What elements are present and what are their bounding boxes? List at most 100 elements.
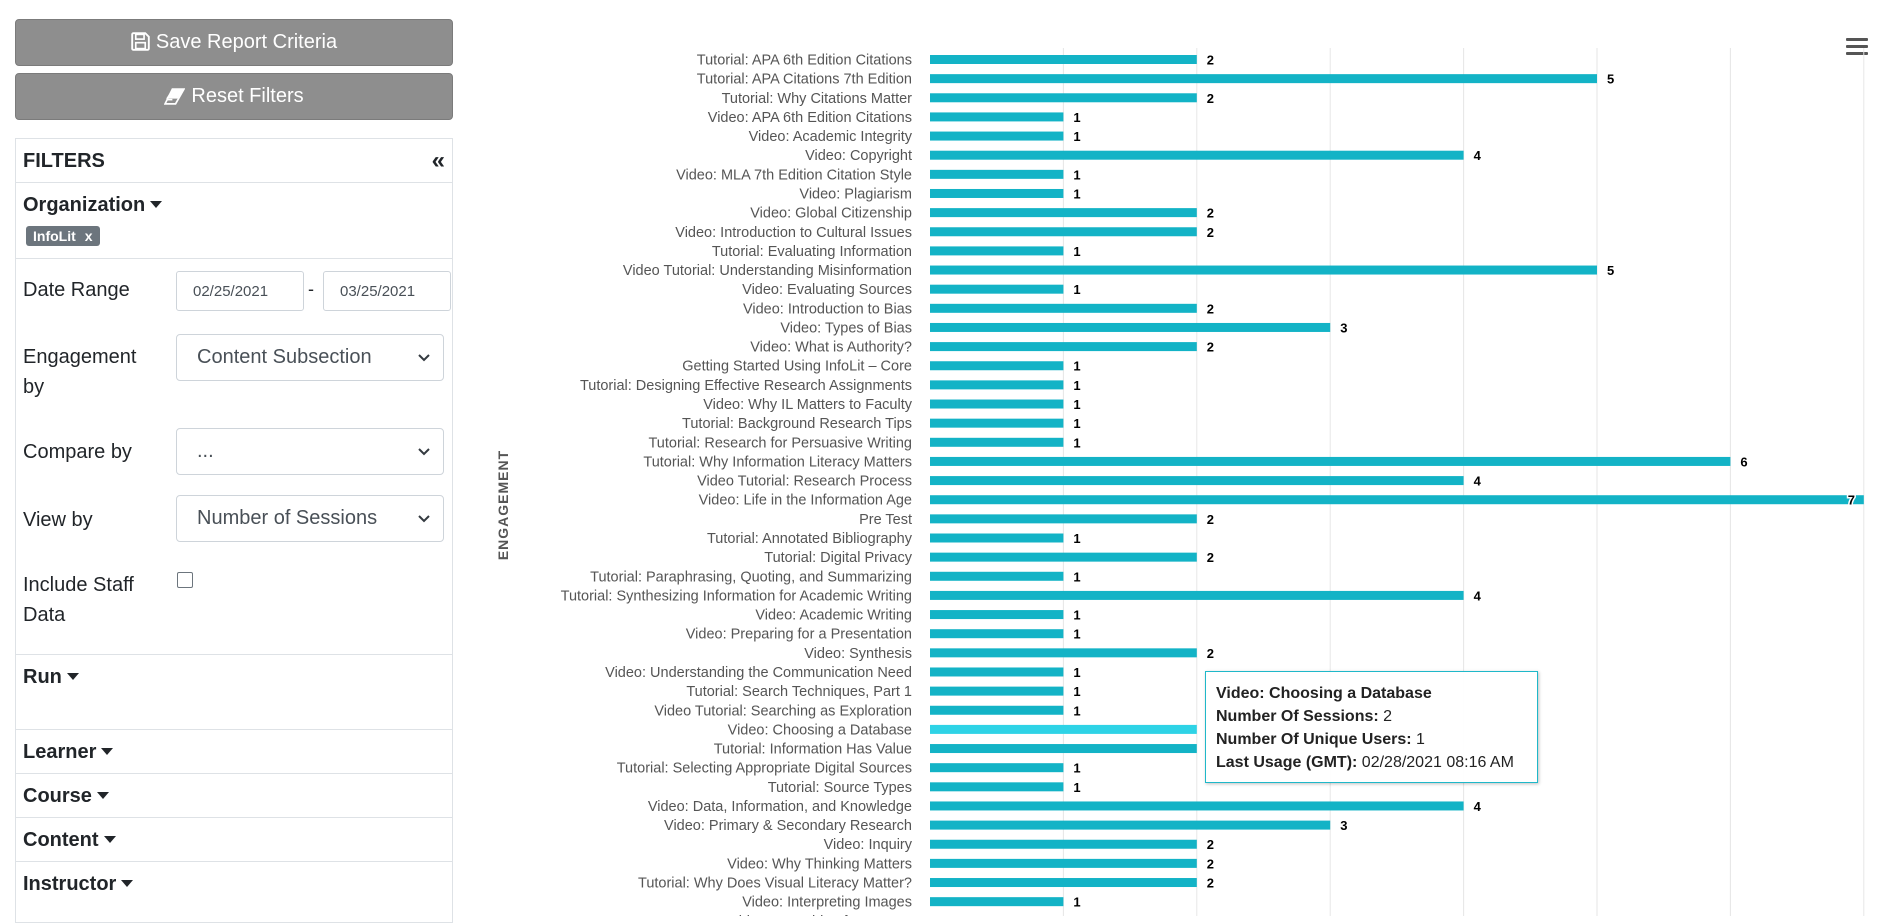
category-label: Tutorial: Why Information Literacy Matte… [643, 454, 912, 470]
bar[interactable] [930, 418, 1064, 428]
bar[interactable] [930, 93, 1197, 103]
data-label: 2 [1207, 206, 1214, 221]
bar[interactable] [930, 858, 1197, 868]
category-label: Video: Interpreting Images [742, 895, 912, 911]
data-label: 1 [1073, 608, 1080, 623]
content-label: Content [23, 829, 99, 851]
category-label: Tutorial: Selecting Appropriate Digital … [617, 761, 912, 777]
bar[interactable] [930, 667, 1064, 677]
menu-icon[interactable] [1846, 37, 1868, 55]
learner-section: Learner [16, 730, 452, 774]
bar[interactable] [930, 188, 1064, 198]
view-by-select[interactable]: Number of Sessions [176, 495, 444, 542]
bar[interactable] [930, 571, 1064, 581]
data-label: 1 [1073, 703, 1080, 718]
bar[interactable] [930, 208, 1197, 218]
bar[interactable] [930, 514, 1197, 524]
save-report-criteria-button[interactable]: Save Report Criteria [15, 19, 453, 66]
category-label: Video: Academic Integrity [749, 129, 913, 145]
criteria-section: Date Range - Engagement by Content Subsec… [16, 259, 452, 655]
bar[interactable] [930, 533, 1064, 543]
data-label: 3 [1340, 818, 1347, 833]
reset-filters-button[interactable]: Reset Filters [15, 73, 453, 120]
category-label: Tutorial: Research for Persuasive Writin… [648, 435, 912, 451]
view-by-label: View by [23, 509, 93, 531]
bar[interactable] [930, 246, 1064, 256]
date-from-input[interactable] [176, 271, 304, 311]
include-staff-label-line1: Include Staff [23, 574, 134, 596]
bar[interactable] [930, 744, 1197, 754]
eraser-icon [164, 88, 186, 105]
data-label: 1 [1073, 378, 1080, 393]
bar[interactable] [930, 361, 1064, 371]
category-label: Video: Academic Writing [755, 608, 912, 624]
bar[interactable] [930, 590, 1464, 600]
bar[interactable] [930, 131, 1064, 141]
bar[interactable] [930, 629, 1064, 639]
organization-toggle[interactable]: Organization [23, 194, 163, 217]
bar[interactable] [930, 801, 1464, 811]
chevron-down-icon [96, 792, 109, 799]
bar[interactable] [930, 456, 1731, 466]
tooltip-last-usage: Last Usage (GMT): 02/28/2021 08:16 AM [1216, 754, 1514, 771]
category-label: Video Tutorial: Understanding Misinforma… [623, 263, 912, 279]
data-label: 2 [1207, 340, 1214, 355]
bar[interactable] [930, 820, 1331, 830]
bar[interactable] [930, 648, 1197, 658]
bar[interactable] [930, 284, 1064, 294]
instructor-toggle[interactable]: Instructor [23, 873, 134, 896]
bar[interactable] [930, 169, 1064, 179]
data-label: 1 [1073, 110, 1080, 125]
data-label: 2 [1207, 91, 1214, 106]
bar[interactable] [930, 839, 1197, 849]
bar[interactable] [930, 476, 1464, 486]
bar[interactable] [930, 495, 1864, 505]
content-toggle[interactable]: Content [23, 829, 116, 852]
bar[interactable] [930, 763, 1064, 773]
bar[interactable] [930, 227, 1197, 237]
engagement-by-select[interactable]: Content Subsection [176, 334, 444, 381]
bar[interactable] [930, 437, 1064, 447]
course-toggle[interactable]: Course [23, 785, 109, 808]
engagement-by-label: Engagement by [23, 342, 136, 402]
data-label: 1 [1073, 244, 1080, 259]
bar[interactable] [930, 724, 1197, 734]
learner-toggle[interactable]: Learner [23, 741, 114, 764]
run-toggle[interactable]: Run [23, 666, 79, 689]
category-label: Video: Copyright [805, 148, 912, 164]
category-label: Getting Started Using InfoLit – Core [682, 359, 912, 375]
include-staff-label-line2: Data [23, 604, 66, 626]
data-label: 1 [1073, 397, 1080, 412]
remove-chip-button[interactable]: x [84, 228, 93, 244]
data-label: 2 [1207, 225, 1214, 240]
collapse-filters-button[interactable]: « [431, 147, 445, 174]
bar[interactable] [930, 878, 1197, 888]
data-label: 2 [1207, 876, 1214, 891]
bar[interactable] [930, 342, 1197, 352]
bar[interactable] [930, 322, 1331, 332]
bar[interactable] [930, 74, 1597, 84]
data-label: 1 [1073, 435, 1080, 450]
bar[interactable] [930, 265, 1597, 275]
category-label: Video: Primary & Secondary Research [664, 818, 912, 834]
bar[interactable] [930, 112, 1064, 122]
bar[interactable] [930, 552, 1197, 562]
bar[interactable] [930, 399, 1064, 409]
date-to-input[interactable] [323, 271, 451, 311]
bar[interactable] [930, 705, 1064, 715]
date-range-separator: - [308, 279, 314, 299]
instructor-section: Instructor [16, 862, 452, 922]
bar[interactable] [930, 150, 1464, 160]
chevron-down-icon [418, 448, 430, 456]
bar[interactable] [930, 782, 1064, 792]
bar[interactable] [930, 55, 1197, 64]
category-label: Video: Evaluating Sources [742, 282, 912, 298]
category-label: Video Tutorial: Searching as Exploration [654, 703, 912, 719]
include-staff-checkbox[interactable] [177, 572, 193, 588]
bar[interactable] [930, 897, 1064, 907]
bar[interactable] [930, 686, 1064, 696]
bar[interactable] [930, 380, 1064, 390]
bar[interactable] [930, 303, 1197, 313]
bar[interactable] [930, 610, 1064, 620]
compare-by-select[interactable]: ... [176, 428, 444, 475]
